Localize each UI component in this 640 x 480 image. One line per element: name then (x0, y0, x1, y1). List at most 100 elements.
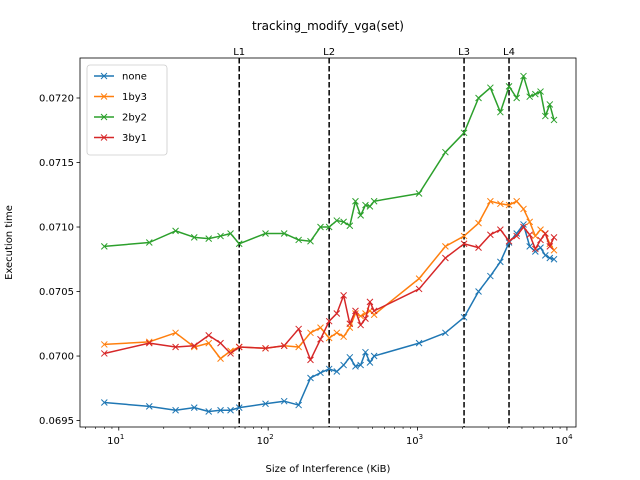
data-point-3by1 (205, 332, 213, 339)
data-point-none (295, 401, 303, 409)
legend-item-2by2: 2by2 (94, 113, 147, 124)
data-point-3by1 (235, 343, 243, 351)
x-tick-label-base: 10 (257, 436, 270, 447)
data-point-1by3 (442, 243, 449, 250)
x-axis-label: Size of Interference (KiB) (266, 464, 391, 475)
data-point-1by3 (172, 329, 179, 337)
data-point-2by2 (370, 197, 378, 205)
data-point-3by1 (357, 321, 365, 329)
data-point-none (340, 361, 347, 369)
data-point-2by2 (497, 108, 504, 116)
axes-frame (79, 57, 577, 428)
data-point-2by2 (307, 237, 314, 245)
y-axis: 0.0695 0.0700 0.0705 0.0710 0.0715 0.0720 (39, 93, 80, 427)
data-point-2by2 (550, 116, 558, 124)
data-point-3by1 (280, 342, 288, 350)
data-point-2by2 (520, 72, 527, 80)
data-point-none (487, 272, 494, 280)
data-point-3by1 (325, 317, 333, 325)
x-tick-label-exp: 3 (419, 433, 423, 441)
data-point-2by2 (317, 223, 324, 231)
legend: none 1by3 2by2 3by1 (86, 64, 168, 156)
data-point-none (546, 254, 554, 262)
legend-marker (100, 72, 108, 80)
cache-level-label: L3 (458, 47, 470, 58)
data-point-3by1 (460, 240, 468, 248)
data-point-none (442, 329, 449, 337)
x-tick-label: 103 (406, 433, 423, 447)
data-point-none (262, 400, 269, 408)
data-point-2by2 (340, 218, 347, 226)
data-point-none (205, 408, 213, 415)
data-point-2by2 (235, 240, 243, 248)
x-tick-label-exp: 1 (120, 433, 124, 441)
data-point-none (362, 348, 369, 356)
data-point-2by2 (460, 129, 468, 137)
data-point-1by3 (325, 334, 333, 342)
data-point-none (317, 369, 324, 377)
data-point-3by1 (352, 307, 359, 315)
legend-label: none (122, 72, 147, 83)
data-point-2by2 (262, 230, 269, 237)
data-point-3by1 (362, 315, 369, 322)
data-point-3by1 (475, 244, 482, 252)
data-point-none (497, 258, 504, 266)
data-point-2by2 (100, 243, 108, 250)
y-tick-label: 0.0720 (39, 93, 74, 104)
data-point-none (541, 252, 549, 259)
data-point-1by3 (317, 324, 324, 332)
cache-level-label: L1 (233, 47, 245, 58)
data-point-none (357, 361, 365, 369)
data-point-3by1 (145, 339, 153, 347)
data-point-3by1 (513, 232, 521, 240)
y-tick-label: 0.0695 (39, 416, 74, 427)
data-point-none (307, 374, 314, 382)
data-point-2by2 (145, 239, 153, 246)
data-point-2by2 (325, 223, 333, 231)
data-point-1by3 (475, 219, 482, 227)
data-point-none (227, 406, 234, 414)
data-point-1by3 (295, 343, 303, 351)
x-tick-label: 102 (257, 433, 274, 447)
data-point-3by1 (262, 344, 269, 352)
x-tick-label-base: 10 (107, 436, 120, 447)
y-tick-label: 0.0700 (39, 352, 74, 363)
data-point-1by3 (460, 232, 468, 240)
legend-item-none: none (94, 72, 147, 83)
data-point-3by1 (520, 223, 527, 231)
data-point-3by1 (541, 230, 549, 237)
data-point-3by1 (537, 236, 544, 244)
legend-box (86, 64, 168, 156)
data-point-none (531, 248, 539, 255)
data-point-3by1 (442, 254, 449, 262)
data-point-3by1 (497, 226, 504, 233)
data-point-3by1 (346, 320, 354, 328)
data-point-none (513, 230, 521, 237)
legend-marker (100, 134, 108, 141)
data-point-1by3 (415, 275, 423, 282)
cache-level-label: L4 (503, 47, 515, 58)
y-tick-label: 0.0705 (39, 287, 74, 298)
data-point-2by2 (205, 235, 213, 242)
data-point-none (526, 243, 534, 250)
data-point-2by2 (546, 101, 554, 108)
data-point-none (520, 221, 527, 228)
data-point-2by2 (366, 203, 374, 210)
data-point-2by2 (190, 233, 198, 241)
legend-item-3by1: 3by1 (94, 133, 147, 144)
data-point-none (415, 339, 423, 347)
data-point-none (346, 353, 354, 361)
data-point-3by1 (487, 231, 494, 239)
legend-item-1by3: 1by3 (94, 92, 147, 103)
data-point-2by2 (442, 148, 449, 156)
data-point-3by1 (227, 350, 234, 357)
data-point-2by2 (505, 83, 513, 90)
data-point-2by2 (475, 94, 482, 102)
x-tick-label-exp: 2 (269, 433, 273, 441)
data-point-none (100, 399, 108, 406)
legend-marker (100, 113, 108, 121)
x-axis: 101 102 103 104 (85, 427, 573, 447)
data-point-3by1 (340, 292, 347, 299)
data-point-3by1 (307, 356, 314, 364)
